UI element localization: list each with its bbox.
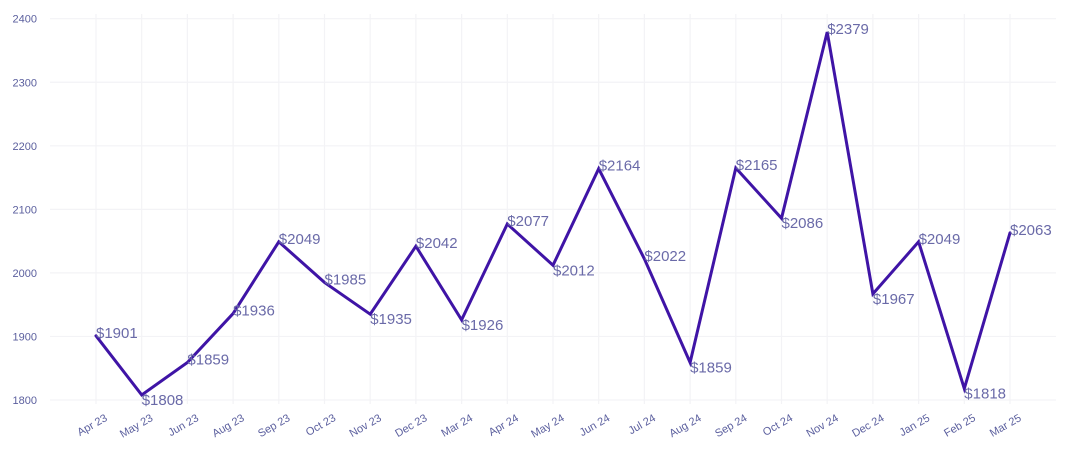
x-tick-label: Mar 24 [439,412,475,440]
x-tick-label: Nov 23 [348,412,384,440]
y-tick-label: 2200 [13,141,37,153]
data-label: $1808 [142,392,184,409]
data-label: $2063 [1010,222,1052,239]
data-label: $2379 [827,21,869,38]
x-tick-label: Aug 24 [667,412,703,440]
x-tick-label: Sep 23 [256,412,292,440]
x-tick-label: Jan 25 [897,412,932,439]
data-label: $2049 [279,231,321,248]
x-tick-label: Sep 24 [713,412,749,440]
data-label: $2042 [416,235,458,252]
y-tick-label: 2000 [13,268,37,280]
x-tick-label: May 24 [529,412,566,440]
data-label: $1901 [96,325,138,342]
data-label: $2164 [599,158,641,175]
data-label: $2165 [736,157,778,174]
x-tick-label: Nov 24 [805,412,841,440]
y-axis-ticks: 1800 1900 2000 2100 2200 2300 2400 [13,14,37,407]
x-tick-label: Mar 25 [988,412,1024,440]
data-label: $1935 [370,311,412,328]
grid [50,14,1056,404]
data-label: $1967 [873,291,915,308]
data-label: $1926 [462,317,504,334]
x-tick-label: Jul 24 [626,412,657,437]
x-tick-label: Aug 23 [210,412,246,440]
data-label: $1985 [325,271,367,288]
y-tick-label: 2400 [13,14,37,26]
x-tick-label: Dec 24 [850,412,886,440]
data-label: $1818 [964,386,1006,403]
y-tick-label: 1900 [13,331,37,343]
data-label: $2086 [782,215,824,232]
x-tick-label: Jun 23 [166,412,201,439]
data-label: $1859 [187,352,229,369]
data-label: $1936 [233,303,275,320]
data-label: $1859 [690,360,732,377]
series-line [94,31,1012,397]
x-tick-label: Oct 23 [304,412,338,439]
data-label: $2049 [919,231,961,248]
data-labels: $1901 $1808 $1859 $1936 $2049 $1985 $1935 $2042… [96,21,1052,409]
x-tick-label: Oct 24 [761,412,795,439]
y-tick-label: 2300 [13,77,37,89]
data-label: $2022 [644,248,686,265]
x-tick-label: May 23 [118,412,155,440]
x-axis-ticks: Apr 23 May 23 Jun 23 Aug 23 Sep 23 Oct 23 Nov … [75,412,1023,440]
y-tick-label: 2100 [13,204,37,216]
data-label: $2077 [507,213,549,230]
y-tick-label: 1800 [13,395,37,407]
x-tick-label: Apr 23 [75,412,109,439]
x-tick-label: Apr 24 [487,412,521,439]
x-tick-label: Dec 23 [393,412,429,440]
x-tick-label: Jun 24 [578,412,613,439]
data-label: $2012 [553,262,595,279]
x-tick-label: Feb 25 [942,412,978,440]
